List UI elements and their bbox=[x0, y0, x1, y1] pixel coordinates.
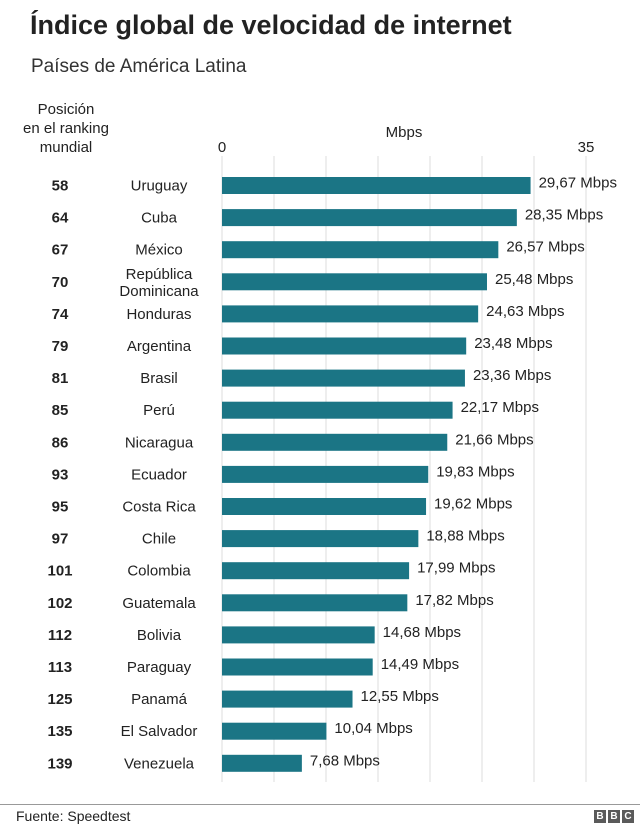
data-label: 26,57 Mbps bbox=[506, 239, 584, 256]
rank-column-header: Posición en el ranking mundial bbox=[23, 101, 109, 156]
rank-number: 67 bbox=[52, 242, 69, 259]
rank-number: 113 bbox=[48, 659, 72, 676]
bar bbox=[222, 369, 465, 387]
bar bbox=[222, 594, 408, 612]
data-label: 23,48 Mbps bbox=[474, 335, 552, 352]
bar bbox=[222, 337, 467, 355]
data-label: 10,04 Mbps bbox=[334, 720, 412, 737]
data-label: 12,55 Mbps bbox=[361, 688, 439, 705]
bbc-logo: B B C bbox=[594, 810, 634, 823]
footer-divider bbox=[0, 804, 640, 805]
bar bbox=[222, 722, 327, 740]
bbc-logo-letter: B bbox=[594, 810, 606, 823]
data-label: 19,62 Mbps bbox=[434, 496, 512, 513]
data-label: 28,35 Mbps bbox=[525, 207, 603, 224]
bar bbox=[222, 401, 453, 419]
category-label: Paraguay bbox=[127, 659, 192, 676]
bar bbox=[222, 754, 302, 772]
rank-number: 74 bbox=[52, 306, 69, 323]
rank-number: 139 bbox=[47, 755, 72, 772]
data-label: 23,36 Mbps bbox=[473, 367, 551, 384]
category-label: Honduras bbox=[126, 306, 191, 323]
rank-number: 70 bbox=[52, 274, 69, 291]
data-label: 19,83 Mbps bbox=[436, 463, 514, 480]
rank-number: 79 bbox=[52, 338, 69, 355]
data-label: 18,88 Mbps bbox=[426, 528, 504, 545]
category-label: Perú bbox=[143, 402, 175, 419]
chart-subtitle: Países de América Latina bbox=[31, 56, 247, 77]
category-label-line: República bbox=[126, 266, 193, 283]
x-tick-label: 0 bbox=[218, 139, 226, 156]
data-label: 21,66 Mbps bbox=[455, 431, 533, 448]
x-axis-label: Mbps bbox=[386, 124, 423, 141]
bar bbox=[222, 658, 373, 676]
category-label: Venezuela bbox=[124, 755, 195, 772]
rank-number: 95 bbox=[52, 499, 69, 516]
rank-number: 112 bbox=[48, 627, 72, 644]
data-label: 22,17 Mbps bbox=[461, 399, 539, 416]
category-label: Ecuador bbox=[131, 466, 187, 483]
bar bbox=[222, 626, 375, 644]
category-label: Nicaragua bbox=[125, 434, 194, 451]
category-label-line: Dominicana bbox=[119, 283, 199, 300]
category-label: México bbox=[135, 242, 183, 259]
category-label: Chile bbox=[142, 531, 176, 548]
bar bbox=[222, 530, 419, 548]
bar bbox=[222, 498, 427, 515]
data-label: 17,99 Mbps bbox=[417, 560, 495, 577]
category-label: Costa Rica bbox=[122, 499, 196, 516]
x-tick-label: 35 bbox=[578, 139, 595, 156]
bbc-logo-letter: C bbox=[622, 810, 634, 823]
rank-number: 93 bbox=[52, 466, 69, 483]
rank-number: 81 bbox=[52, 370, 69, 387]
rank-number: 102 bbox=[47, 595, 72, 612]
category-label: Panamá bbox=[131, 691, 188, 708]
chart-title: Índice global de velocidad de internet bbox=[30, 10, 512, 40]
data-label: 17,82 Mbps bbox=[415, 592, 493, 609]
category-label: Colombia bbox=[127, 563, 191, 580]
data-label: 14,49 Mbps bbox=[381, 656, 459, 673]
rank-number: 135 bbox=[47, 723, 72, 740]
bbc-logo-letter: B bbox=[608, 810, 620, 823]
rank-number: 64 bbox=[52, 210, 69, 227]
data-label: 25,48 Mbps bbox=[495, 271, 573, 288]
rank-number: 85 bbox=[52, 402, 69, 419]
bar-chart: Mbps 0 35 58 Uruguay 29,67 Mbps 64 Cuba 28,35 Mb… bbox=[47, 124, 617, 782]
data-label: 24,63 Mbps bbox=[486, 303, 564, 320]
bar bbox=[222, 433, 448, 451]
rank-number: 101 bbox=[47, 563, 72, 580]
rank-number: 86 bbox=[52, 434, 69, 451]
bar bbox=[222, 562, 410, 580]
data-label: 14,68 Mbps bbox=[383, 624, 461, 641]
rank-number: 125 bbox=[47, 691, 72, 708]
data-label: 7,68 Mbps bbox=[310, 752, 380, 769]
category-label: Argentina bbox=[127, 338, 192, 355]
category-label: El Salvador bbox=[121, 723, 198, 740]
rank-number: 58 bbox=[52, 178, 69, 195]
category-label: Bolivia bbox=[137, 627, 182, 644]
category-label: Cuba bbox=[141, 210, 178, 227]
bar bbox=[222, 209, 517, 227]
bar bbox=[222, 241, 499, 259]
source-note: Fuente: Speedtest bbox=[16, 808, 131, 824]
bar bbox=[222, 177, 531, 194]
category-label: Brasil bbox=[140, 370, 178, 387]
bar bbox=[222, 305, 479, 323]
data-label: 29,67 Mbps bbox=[539, 175, 617, 192]
bar bbox=[222, 690, 353, 708]
bar bbox=[222, 465, 429, 483]
category-label: Uruguay bbox=[131, 178, 188, 195]
rank-number: 97 bbox=[52, 531, 69, 548]
bar bbox=[222, 273, 487, 291]
category-label: Guatemala bbox=[122, 595, 196, 612]
